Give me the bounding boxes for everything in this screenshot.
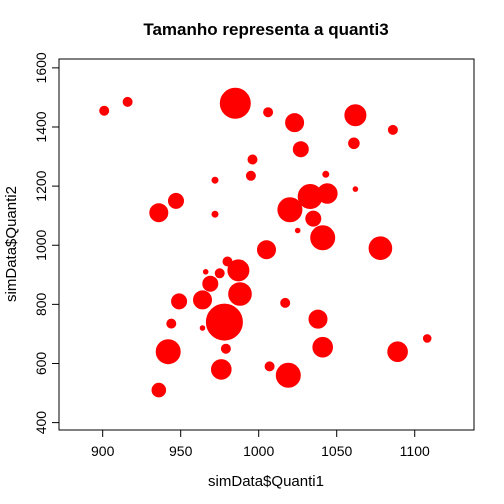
y-axis: 400 600 800 1000 1200 1400 1600 <box>33 52 60 435</box>
data-point-28 <box>227 259 250 282</box>
data-point-24 <box>257 240 276 260</box>
x-tick-label-950: 950 <box>169 443 193 459</box>
y-tick-label-800: 800 <box>33 292 49 316</box>
data-point-2 <box>219 87 251 119</box>
data-point-29 <box>202 275 219 292</box>
x-axis-label: simData$Quanti1 <box>208 473 324 490</box>
data-point-32 <box>193 290 212 310</box>
data-point-46 <box>275 362 301 388</box>
data-point-37 <box>199 325 206 331</box>
data-point-41 <box>312 336 334 358</box>
data-point-40 <box>220 343 231 354</box>
data-point-8 <box>348 137 360 150</box>
data-point-6 <box>387 124 398 135</box>
data-point-27 <box>214 268 225 279</box>
data-point-14 <box>168 192 184 209</box>
y-tick-label-1200: 1200 <box>33 170 49 201</box>
data-point-11 <box>211 176 219 184</box>
y-tick-label-600: 600 <box>33 352 49 376</box>
data-point-17 <box>277 197 303 223</box>
data-point-26 <box>202 269 209 275</box>
data-point-9 <box>247 154 258 165</box>
data-point-5 <box>344 104 367 127</box>
data-point-44 <box>211 359 232 380</box>
data-point-33 <box>171 293 188 310</box>
data-points <box>99 87 432 398</box>
data-point-42 <box>387 341 408 363</box>
data-point-16 <box>211 210 219 218</box>
data-point-43 <box>422 334 432 343</box>
data-point-35 <box>205 303 243 341</box>
data-point-10 <box>245 170 256 181</box>
chart-title: Tamanho representa a quanti3 <box>143 20 388 39</box>
data-point-21 <box>294 227 301 234</box>
data-point-12 <box>322 170 330 178</box>
data-point-3 <box>263 107 274 118</box>
y-tick-label-400: 400 <box>33 411 49 435</box>
data-point-39 <box>155 339 181 365</box>
data-point-19 <box>317 183 338 204</box>
data-point-22 <box>310 225 336 251</box>
y-tick-label-1000: 1000 <box>33 229 49 260</box>
y-tick-label-1600: 1600 <box>33 52 49 83</box>
data-point-23 <box>368 236 393 260</box>
data-point-20 <box>305 210 322 227</box>
x-tick-label-1000: 1000 <box>243 443 274 459</box>
data-point-31 <box>238 295 245 302</box>
data-point-4 <box>285 113 305 133</box>
y-axis-label: simData$Quanti2 <box>3 186 20 302</box>
data-point-7 <box>292 141 309 158</box>
x-tick-label-1100: 1100 <box>400 443 430 459</box>
data-point-36 <box>166 318 177 329</box>
data-point-45 <box>264 361 275 372</box>
x-tick-label-900: 900 <box>91 443 115 459</box>
data-point-0 <box>99 105 110 116</box>
x-axis: 900 950 1000 1050 1100 <box>91 429 430 459</box>
data-point-38 <box>308 309 328 329</box>
data-point-30 <box>228 282 252 306</box>
data-point-15 <box>149 203 169 223</box>
data-point-47 <box>151 382 167 398</box>
data-point-34 <box>280 297 291 308</box>
data-point-13 <box>352 186 359 192</box>
data-point-1 <box>122 96 133 107</box>
y-tick-label-1400: 1400 <box>33 111 49 142</box>
x-tick-label-1050: 1050 <box>321 443 352 459</box>
